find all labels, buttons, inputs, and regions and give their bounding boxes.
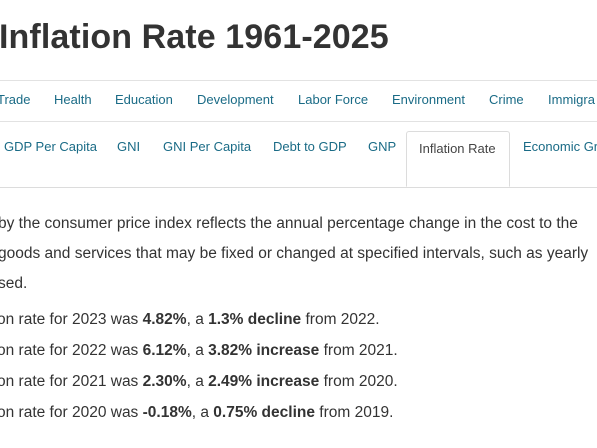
nav-item-health[interactable]: Health xyxy=(54,92,92,107)
list-item: on rate for 2020 was -0.18%, a 0.75% dec… xyxy=(0,397,398,428)
nav-item-crime[interactable]: Crime xyxy=(489,92,524,107)
nav-item-labor-force[interactable]: Labor Force xyxy=(298,92,369,107)
stat-suffix: from 2022. xyxy=(301,311,380,328)
nav-item-development[interactable]: Development xyxy=(197,92,274,107)
nav-item-immigration[interactable]: Immigra xyxy=(548,92,595,107)
stat-prefix: on rate for 2020 was xyxy=(0,404,143,421)
stat-prefix: on rate for 2021 was xyxy=(0,373,143,390)
tab-gnp[interactable]: GNP xyxy=(368,139,397,154)
stat-suffix: from 2020. xyxy=(319,373,398,390)
stat-suffix: from 2021. xyxy=(319,342,398,359)
category-nav: Trade Health Education Development Labor… xyxy=(0,80,597,122)
description-line: sed. xyxy=(0,275,28,292)
economy-tabs: GDP Per Capita GNI GNI Per Capita Debt t… xyxy=(0,131,597,188)
tab-gni[interactable]: GNI xyxy=(117,139,141,154)
stat-mid: , a xyxy=(186,373,209,390)
stat-mid: , a xyxy=(186,311,209,328)
stat-change: 2.49% increase xyxy=(208,373,320,390)
list-item: on rate for 2023 was 4.82%, a 1.3% decli… xyxy=(0,304,398,335)
stat-rate: -0.18% xyxy=(142,404,192,421)
stat-change: 0.75% decline xyxy=(213,404,315,421)
description-line: goods and services that may be fixed or … xyxy=(0,245,589,262)
stat-prefix: on rate for 2023 was xyxy=(0,311,143,328)
tab-inflation-rate[interactable]: Inflation Rate xyxy=(406,131,510,187)
nav-item-education[interactable]: Education xyxy=(115,92,173,107)
stat-mid: , a xyxy=(186,342,209,359)
stat-change: 1.3% decline xyxy=(208,311,302,328)
tab-economic-growth[interactable]: Economic Gr xyxy=(523,139,597,154)
stat-rate: 6.12% xyxy=(142,342,187,359)
inflation-stats-list: on rate for 2023 was 4.82%, a 1.3% decli… xyxy=(0,304,398,428)
nav-item-environment[interactable]: Environment xyxy=(392,92,465,107)
list-item: on rate for 2022 was 6.12%, a 3.82% incr… xyxy=(0,335,398,366)
tab-gdp-per-capita[interactable]: GDP Per Capita xyxy=(4,139,97,154)
description-paragraph: by the consumer price index reflects the… xyxy=(0,209,597,299)
stat-rate: 4.82% xyxy=(142,311,187,328)
stat-mid: , a xyxy=(191,404,214,421)
tab-debt-to-gdp[interactable]: Debt to GDP xyxy=(273,139,347,154)
stat-change: 3.82% increase xyxy=(208,342,320,359)
page-title: Inflation Rate 1961-2025 xyxy=(0,18,389,56)
stat-rate: 2.30% xyxy=(142,373,187,390)
stat-suffix: from 2019. xyxy=(314,404,394,421)
tab-gni-per-capita[interactable]: GNI Per Capita xyxy=(163,139,252,154)
stat-prefix: on rate for 2022 was xyxy=(0,342,143,359)
list-item: on rate for 2021 was 2.30%, a 2.49% incr… xyxy=(0,366,398,397)
nav-item-trade[interactable]: Trade xyxy=(0,92,31,107)
description-line: by the consumer price index reflects the… xyxy=(0,215,578,232)
